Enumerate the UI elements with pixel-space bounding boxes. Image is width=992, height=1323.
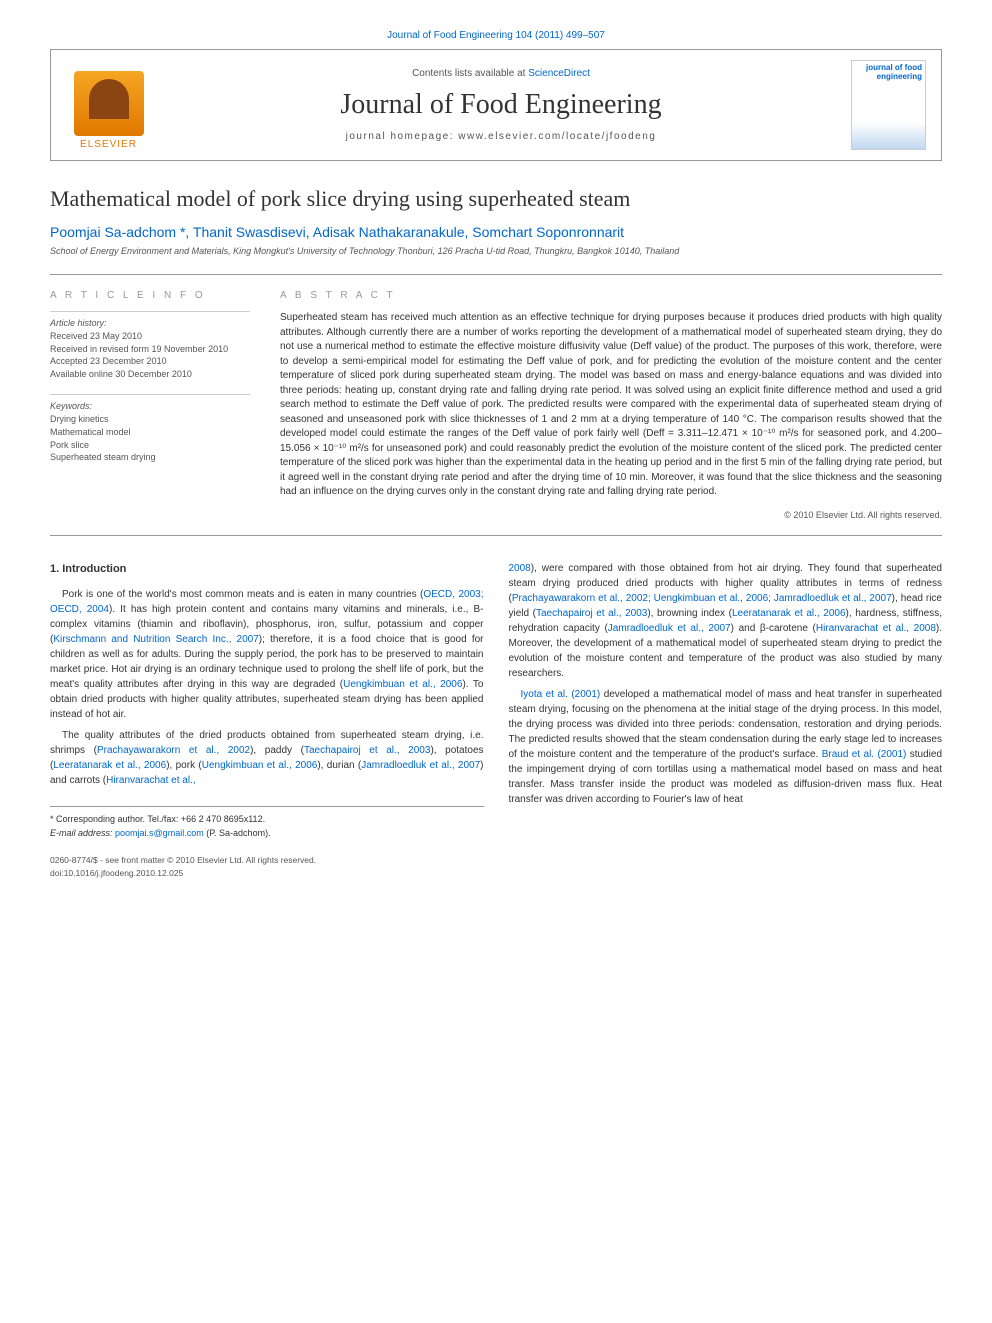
citation-link[interactable]: Hiranvarachat et al.,: [106, 775, 196, 786]
history-item: Accepted 23 December 2010: [50, 355, 250, 368]
journal-cover-thumbnail: journal of food engineering: [851, 60, 926, 150]
article-info-col: A R T I C L E I N F O Article history: R…: [50, 290, 250, 520]
corr-line: * Corresponding author. Tel./fax: +66 2 …: [50, 813, 484, 827]
elsevier-tree-icon: [74, 71, 144, 136]
citation-link[interactable]: Hiranvarachat et al., 2008: [816, 623, 936, 634]
contents-prefix: Contents lists available at: [412, 68, 528, 79]
body-text: ), pork (: [166, 760, 202, 771]
footer-doi: doi:10.1016/j.jfoodeng.2010.12.025: [50, 867, 484, 880]
body-columns: 1. Introduction Pork is one of the world…: [50, 561, 942, 880]
article-info-heading: A R T I C L E I N F O: [50, 290, 250, 301]
journal-citation-link[interactable]: Journal of Food Engineering 104 (2011) 4…: [387, 30, 605, 41]
keyword-item: Mathematical model: [50, 426, 250, 439]
body-text: ), browning index (: [647, 608, 732, 619]
keywords: Keywords: Drying kinetics Mathematical m…: [50, 394, 250, 463]
citation-link[interactable]: Uengkimbuan et al., 2006: [343, 679, 462, 690]
article-history: Article history: Received 23 May 2010 Re…: [50, 311, 250, 380]
contents-line: Contents lists available at ScienceDirec…: [151, 68, 851, 79]
abstract-text: Superheated steam has received much atte…: [280, 311, 942, 500]
elsevier-logo: ELSEVIER: [66, 60, 151, 150]
history-item: Available online 30 December 2010: [50, 368, 250, 381]
citation-link[interactable]: Kirschmann and Nutrition Search Inc., 20…: [53, 634, 258, 645]
citation-link[interactable]: Prachayawarakorn et al., 2002; Uengkimbu…: [512, 593, 892, 604]
history-item: Received in revised form 19 November 201…: [50, 343, 250, 356]
sciencedirect-link[interactable]: ScienceDirect: [528, 68, 590, 79]
journal-header: ELSEVIER Contents lists available at Sci…: [50, 49, 942, 161]
info-abstract-row: A R T I C L E I N F O Article history: R…: [50, 274, 942, 536]
body-col-left: 1. Introduction Pork is one of the world…: [50, 561, 484, 880]
body-paragraph: 2008), were compared with those obtained…: [509, 561, 943, 681]
article-title: Mathematical model of pork slice drying …: [50, 186, 942, 212]
body-paragraph: The quality attributes of the dried prod…: [50, 728, 484, 788]
citation-link[interactable]: Jamradloedluk et al., 2007: [361, 760, 480, 771]
citation-link[interactable]: Braud et al. (2001): [822, 749, 907, 760]
corr-email-line: E-mail address: poomjai.s@gmail.com (P. …: [50, 827, 484, 841]
body-text: ) and β-carotene (: [731, 623, 816, 634]
abstract-copyright: © 2010 Elsevier Ltd. All rights reserved…: [280, 510, 942, 520]
affiliation: School of Energy Environment and Materia…: [50, 246, 942, 256]
citation-link[interactable]: Uengkimbuan et al., 2006: [202, 760, 318, 771]
journal-cover-title: journal of food engineering: [855, 64, 922, 82]
body-text: ), paddy (: [250, 745, 304, 756]
citation-link[interactable]: Leeratanarak et al., 2006: [53, 760, 166, 771]
history-label: Article history:: [50, 318, 250, 328]
email-label: E-mail address:: [50, 828, 115, 838]
abstract-heading: A B S T R A C T: [280, 290, 942, 301]
body-text: ), durian (: [317, 760, 361, 771]
citation-link[interactable]: Leeratanarak et al., 2006: [732, 608, 846, 619]
keywords-label: Keywords:: [50, 401, 250, 411]
history-item: Received 23 May 2010: [50, 330, 250, 343]
body-col-right: 2008), were compared with those obtained…: [509, 561, 943, 880]
keyword-item: Superheated steam drying: [50, 451, 250, 464]
journal-citation: Journal of Food Engineering 104 (2011) 4…: [50, 30, 942, 41]
elsevier-label: ELSEVIER: [80, 139, 137, 150]
journal-homepage: journal homepage: www.elsevier.com/locat…: [151, 131, 851, 142]
email-link[interactable]: poomjai.s@gmail.com: [115, 828, 204, 838]
citation-link[interactable]: Jamradloedluk et al., 2007: [608, 623, 731, 634]
citation-link[interactable]: Taechapairoj et al., 2003: [536, 608, 647, 619]
abstract-col: A B S T R A C T Superheated steam has re…: [280, 290, 942, 520]
email-suffix: (P. Sa-adchom).: [204, 828, 271, 838]
section-1-heading: 1. Introduction: [50, 561, 484, 578]
body-paragraph: Pork is one of the world's most common m…: [50, 587, 484, 722]
corresponding-author-note: * Corresponding author. Tel./fax: +66 2 …: [50, 806, 484, 840]
authors-line: Poomjai Sa-adchom *, Thanit Swasdisevi, …: [50, 224, 942, 240]
header-middle: Contents lists available at ScienceDirec…: [151, 68, 851, 142]
citation-link[interactable]: Iyota et al. (2001): [521, 689, 601, 700]
citation-link[interactable]: Prachayawarakorn et al., 2002: [97, 745, 250, 756]
footer-info: 0260-8774/$ - see front matter © 2010 El…: [50, 854, 484, 880]
citation-link[interactable]: Taechapairoj et al., 2003: [304, 745, 430, 756]
citation-link[interactable]: 2008: [509, 563, 531, 574]
body-paragraph: Iyota et al. (2001) developed a mathemat…: [509, 687, 943, 807]
keyword-item: Pork slice: [50, 439, 250, 452]
body-text: Pork is one of the world's most common m…: [62, 589, 423, 600]
keyword-item: Drying kinetics: [50, 413, 250, 426]
journal-name: Journal of Food Engineering: [151, 89, 851, 121]
author-link[interactable]: Poomjai Sa-adchom *, Thanit Swasdisevi, …: [50, 224, 624, 240]
footer-line: 0260-8774/$ - see front matter © 2010 El…: [50, 854, 484, 867]
